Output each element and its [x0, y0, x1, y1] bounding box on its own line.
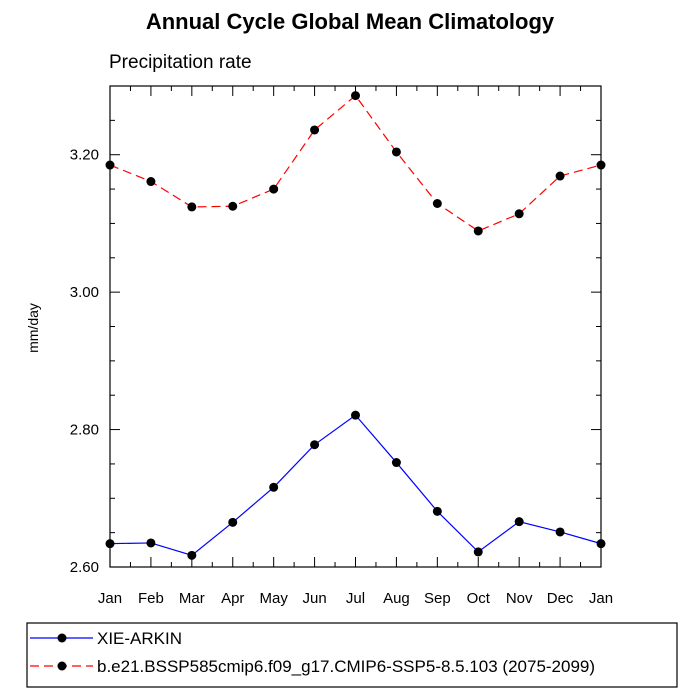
data-point — [596, 160, 606, 170]
x-tick-label: Jun — [302, 590, 326, 607]
data-point — [391, 147, 401, 157]
x-tick-label: Mar — [179, 590, 205, 607]
data-point — [105, 539, 115, 549]
x-tick-label: Feb — [138, 590, 164, 607]
data-point — [269, 184, 279, 194]
data-point — [228, 517, 238, 527]
data-point — [351, 91, 360, 101]
legend: XIE-ARKIN b.e21.BSSP585cmip6.f09_g17.CMI… — [26, 622, 678, 688]
data-point — [596, 539, 606, 549]
data-point — [228, 201, 238, 211]
series-line-1 — [109, 94, 602, 232]
legend-marker-ssp585 — [57, 661, 67, 671]
x-tick-label: Jan — [98, 590, 122, 607]
chart-subtitle: Precipitation rate — [109, 52, 252, 73]
x-tick-label: Jul — [346, 590, 365, 607]
data-point — [146, 177, 156, 187]
data-point — [432, 506, 442, 516]
data-point — [351, 410, 360, 420]
y-tick-label: 3.20 — [70, 147, 99, 164]
y-tick-label: 2.80 — [70, 422, 99, 439]
legend-marker-xie-arkin — [57, 633, 67, 643]
series-line-0 — [109, 414, 602, 556]
data-point — [310, 125, 320, 135]
data-point — [187, 550, 197, 560]
plot-frame — [109, 85, 602, 568]
x-tick-label: Oct — [467, 590, 491, 607]
data-point — [432, 199, 442, 209]
data-point — [105, 160, 115, 170]
chart-title: Annual Cycle Global Mean Climatology — [146, 9, 555, 34]
data-point — [391, 458, 401, 468]
x-tick-label: Apr — [221, 590, 244, 607]
data-point — [187, 202, 197, 212]
data-point — [514, 517, 524, 527]
data-point — [514, 209, 524, 219]
data-point — [555, 527, 565, 537]
legend-box — [26, 622, 678, 688]
x-tick-label: May — [259, 590, 288, 607]
x-tick-label: Aug — [383, 590, 410, 607]
data-point — [310, 440, 320, 450]
series-layer — [105, 91, 606, 560]
data-point — [269, 482, 279, 492]
legend-label-ssp585: b.e21.BSSP585cmip6.f09_g17.CMIP6-SSP5-8.… — [97, 657, 595, 676]
legend-label-xie-arkin: XIE-ARKIN — [97, 629, 182, 648]
x-tick-label: Nov — [506, 590, 533, 607]
data-point — [146, 538, 156, 548]
x-tick-label: Dec — [547, 590, 574, 607]
data-point — [473, 547, 483, 557]
data-point — [555, 171, 565, 181]
data-point — [473, 226, 483, 236]
y-tick-label: 2.60 — [70, 559, 99, 576]
x-tick-label: Jan — [589, 590, 613, 607]
x-tick-label: Sep — [424, 590, 451, 607]
ticks-layer: Jan Feb Mar Apr May Jun Jul Aug Sep Oct Nov Dec Jan 2… — [70, 85, 613, 607]
y-axis-label: mm/day — [25, 303, 41, 353]
y-tick-label: 3.00 — [70, 284, 99, 301]
